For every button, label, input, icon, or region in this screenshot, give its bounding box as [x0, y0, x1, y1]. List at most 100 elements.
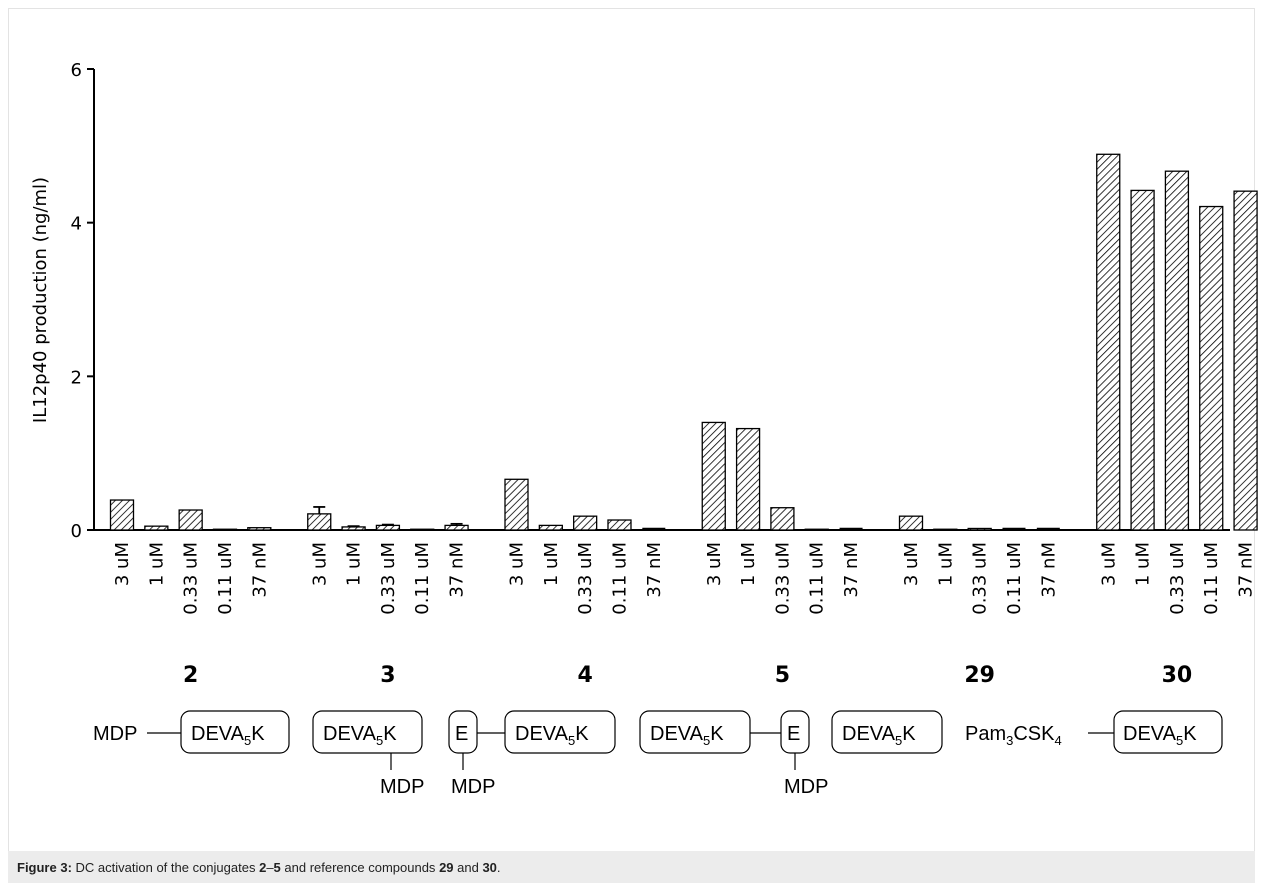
- deva5k-box: [639, 710, 751, 754]
- x-tick-label: 37 nM: [1038, 542, 1059, 598]
- box-tail: K: [902, 723, 916, 745]
- bar: [1096, 153, 1121, 531]
- group-label: 2: [183, 663, 198, 688]
- bar: [770, 507, 795, 531]
- x-tick-label: 37 nM: [447, 542, 468, 598]
- caption-bold-2: 5: [273, 860, 281, 875]
- caption-bold-3: 29: [439, 860, 454, 875]
- x-tick-label: 37 nM: [249, 542, 270, 598]
- x-tick-label: 0.11 uM: [1004, 542, 1025, 615]
- x-tick-label: 0.11 uM: [1201, 542, 1222, 615]
- box-sub: 5: [895, 733, 902, 748]
- box-sub: 5: [703, 733, 710, 748]
- x-tick-label: 1 uM: [1133, 542, 1154, 586]
- x-tick-label: 0.33 uM: [378, 542, 399, 615]
- deva5k-box: [1113, 710, 1223, 754]
- y-tick-label: 6: [71, 60, 82, 81]
- box-text: DEVA: [323, 723, 377, 745]
- e-label: E: [455, 723, 468, 745]
- x-tick-label: 0.33 uM: [575, 542, 596, 615]
- x-tick-label: 0.33 uM: [181, 542, 202, 615]
- x-tick-label: 37 nM: [644, 542, 665, 598]
- bar: [804, 528, 829, 531]
- x-tick-label: 0.11 uM: [412, 542, 433, 615]
- structure-5: DEVA5K E MDP: [639, 710, 828, 798]
- structure-30: Pam3CSK4 DEVA5K: [965, 710, 1223, 754]
- mdp-label: MDP: [93, 723, 137, 745]
- box-sub: 5: [244, 733, 251, 748]
- y-tick-label: 4: [71, 214, 82, 235]
- bar: [109, 499, 135, 531]
- pam-sub1: 3: [1006, 733, 1013, 748]
- e-label: E: [787, 723, 800, 745]
- bar: [178, 509, 203, 531]
- svg-text:DEVA5K: DEVA5K: [1123, 723, 1197, 748]
- y-axis-label: IL12p40 production (ng/ml): [30, 177, 51, 423]
- x-tick-label: 1 uM: [146, 542, 167, 586]
- group-label: 4: [578, 663, 593, 688]
- x-tick-label: 1 uM: [935, 542, 956, 586]
- box-text: DEVA: [1123, 723, 1177, 745]
- box-text: DEVA: [650, 723, 704, 745]
- x-tick-label: 0.33 uM: [1167, 542, 1188, 615]
- figure-caption: Figure 3: DC activation of the conjugate…: [8, 851, 1255, 883]
- bar: [607, 519, 632, 531]
- box-text: DEVA: [515, 723, 569, 745]
- bar: [967, 527, 992, 531]
- pam-sub2: 4: [1054, 733, 1061, 748]
- caption-text-3: and reference compounds: [280, 860, 440, 875]
- bar: [144, 525, 169, 531]
- x-tick-label: 1 uM: [344, 542, 365, 586]
- bar: [573, 515, 598, 531]
- x-tick-label: 0.11 uM: [215, 542, 236, 615]
- group-label: 3: [380, 663, 395, 688]
- x-tick-label: 1 uM: [541, 542, 562, 586]
- box-sub: 5: [376, 733, 383, 748]
- caption-text-5: .: [496, 860, 501, 875]
- bar: [247, 527, 272, 531]
- box-text: DEVA: [191, 723, 245, 745]
- x-tick-label: 3 uM: [704, 542, 725, 586]
- bar: [898, 515, 924, 531]
- svg-text:DEVA5K: DEVA5K: [650, 723, 724, 748]
- bar: [1130, 189, 1155, 531]
- x-tick-label: 3 uM: [309, 542, 330, 586]
- deva5k-box: [312, 710, 423, 754]
- bar: [504, 478, 529, 531]
- x-tick-label: 1 uM: [738, 542, 759, 586]
- group-label: 29: [964, 663, 995, 688]
- structure-2: MDP DEVA5K: [93, 710, 290, 754]
- box-tail: K: [1183, 723, 1197, 745]
- x-tick-label: 3 uM: [1098, 542, 1119, 586]
- structure-3: DEVA5K MDP: [312, 710, 424, 798]
- bar: [1199, 205, 1224, 531]
- mdp-label: MDP: [380, 776, 424, 798]
- svg-text:DEVA5K: DEVA5K: [191, 723, 265, 748]
- bar: [1164, 170, 1190, 531]
- pam-text: Pam: [965, 723, 1006, 745]
- group-label: 5: [775, 663, 790, 688]
- bar: [410, 528, 435, 531]
- box-tail: K: [251, 723, 265, 745]
- box-text: DEVA: [842, 723, 896, 745]
- group-label: 30: [1162, 663, 1193, 688]
- x-tick-label: 0.33 uM: [970, 542, 991, 615]
- bar: [933, 528, 958, 531]
- svg-text:DEVA5K: DEVA5K: [842, 723, 916, 748]
- deva5k-box: [180, 710, 290, 754]
- mdp-label: MDP: [784, 776, 828, 798]
- pam-mid: CSK: [1013, 723, 1055, 745]
- caption-bold-1: 2: [259, 860, 267, 875]
- box-tail: K: [710, 723, 724, 745]
- box-sub: 5: [1176, 733, 1183, 748]
- bar: [444, 524, 469, 531]
- caption-text-1: DC activation of the conjugates: [71, 860, 260, 875]
- svg-text:DEVA5K: DEVA5K: [515, 723, 589, 748]
- x-tick-label: 3 uM: [901, 542, 922, 586]
- structure-4: E MDP DEVA5K: [448, 710, 616, 798]
- bar: [212, 528, 238, 531]
- x-tick-label: 3 uM: [507, 542, 528, 586]
- caption-bold-4: 30: [482, 860, 497, 875]
- bar: [735, 427, 761, 531]
